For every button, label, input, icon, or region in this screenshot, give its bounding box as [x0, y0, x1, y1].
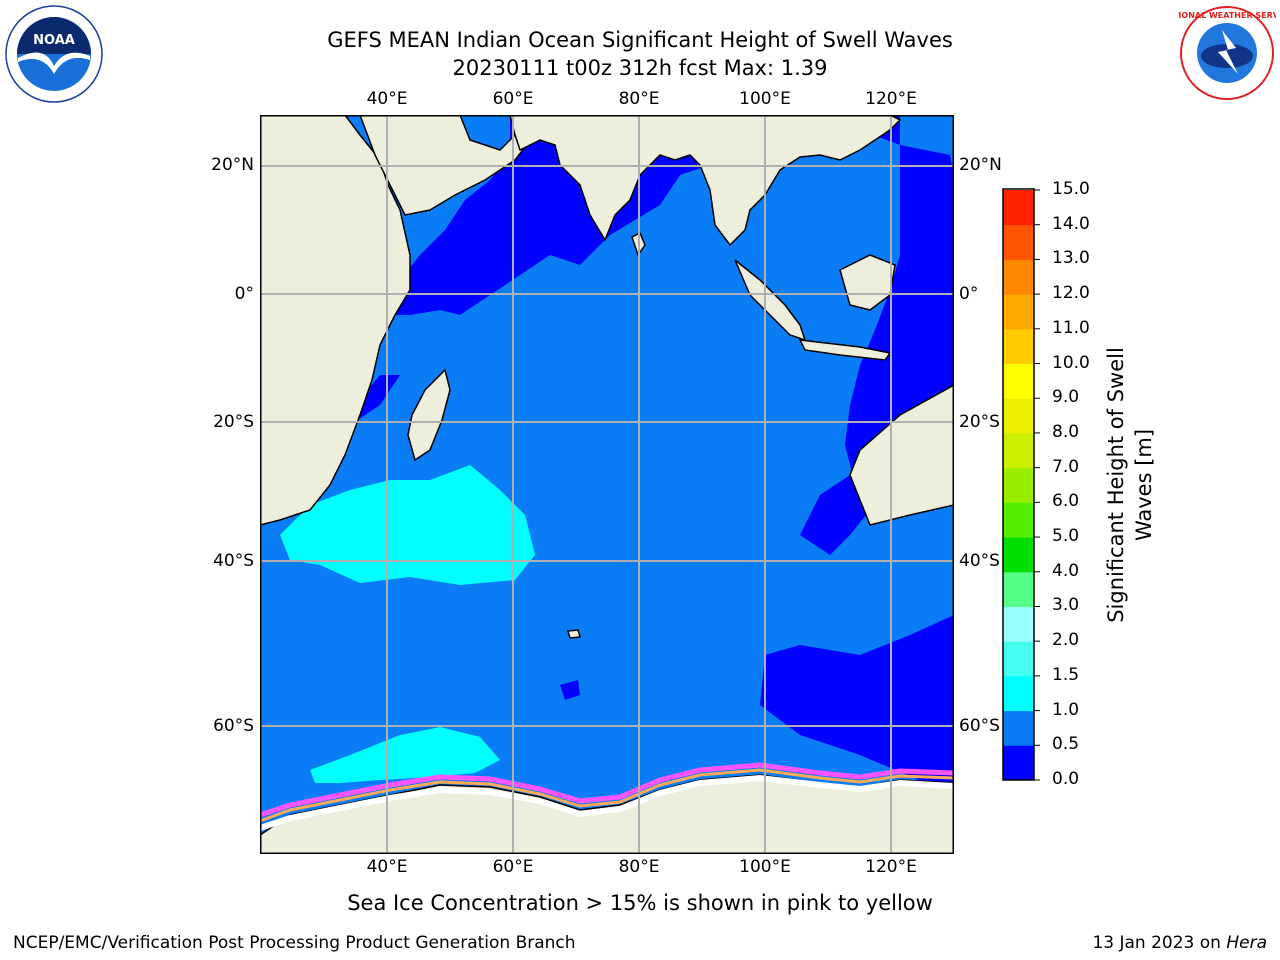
kerguelen-island	[567, 629, 581, 639]
colorbar-swatch	[1003, 259, 1034, 295]
chart-title: GEFS MEAN Indian Ocean Significant Heigh…	[327, 28, 953, 52]
colorbar-label-line1: Significant Height of Swell	[1104, 347, 1128, 623]
footer-date: 13 Jan 2023 on Hera	[1092, 933, 1267, 953]
lon-tick-bottom: 60°E	[492, 857, 534, 877]
colorbar-tick-label: 8.0	[1052, 421, 1080, 442]
lat-tick-right: 0°	[959, 284, 979, 304]
colorbar-swatch	[1003, 398, 1034, 434]
colorbar-tick-label: 3.0	[1052, 595, 1080, 616]
colorbar-swatch	[1003, 432, 1034, 469]
kerguelen-low-swell	[560, 680, 580, 700]
colorbar-tick-label: 11.0	[1052, 317, 1090, 338]
colorbar-tick-label: 12.0	[1052, 283, 1090, 304]
colorbar-swatch	[1003, 363, 1034, 399]
map-plot	[260, 115, 954, 854]
noaa-logo-text: NOAA	[33, 33, 75, 48]
colorbar-swatch	[1003, 502, 1034, 538]
nws-logo-text: NATIONAL WEATHER SERVICE	[1178, 11, 1276, 20]
colorbar-frame	[1002, 188, 1035, 781]
footer-date-text: 13 Jan 2023 on	[1092, 933, 1227, 953]
colorbar-tick-label: 2.0	[1052, 630, 1080, 651]
nws-logo: NATIONAL WEATHER SERVICE	[1178, 6, 1276, 100]
north-indian-ocean-low-swell	[370, 115, 954, 515]
colorbar-swatch	[1003, 710, 1034, 746]
southeast-low-swell	[760, 615, 954, 795]
colorbar-swatch	[1003, 675, 1034, 712]
sea-ice-pink-fringe	[260, 762, 954, 818]
colorbar-swatch	[1003, 537, 1034, 573]
footer-machine: Hera	[1226, 933, 1267, 953]
colorbar	[1002, 188, 1040, 781]
lat-tick-right: 20°S	[959, 412, 1000, 432]
colorbar-tick-label: 4.0	[1052, 560, 1080, 581]
australia-west-low-swell	[800, 475, 870, 555]
colorbar-label-line2: Waves [m]	[1132, 428, 1156, 542]
colorbar-swatch	[1003, 467, 1034, 503]
lon-tick-top: 80°E	[618, 89, 660, 109]
colorbar-tick-label: 0.5	[1052, 734, 1080, 755]
sea-ice-caption: Sea Ice Concentration > 15% is shown in …	[347, 891, 933, 915]
australia-land	[849, 384, 954, 526]
lat-tick-left: 60°S	[213, 716, 254, 736]
lon-tick-bottom: 120°E	[865, 857, 917, 877]
lon-tick-bottom: 100°E	[739, 857, 791, 877]
sea-ice-orange-fringe	[260, 768, 954, 823]
chart-subtitle: 20230111 t00z 312h fcst Max: 1.39	[452, 56, 828, 80]
colorbar-swatch	[1003, 606, 1034, 642]
lon-tick-bottom: 80°E	[618, 857, 660, 877]
lon-tick-top: 100°E	[739, 89, 791, 109]
colorbar-swatch	[1003, 328, 1034, 365]
colorbar-tick-label: 9.0	[1052, 387, 1080, 408]
colorbar-tick-label: 1.0	[1052, 699, 1080, 720]
colorbar-swatch	[1003, 224, 1034, 260]
colorbar-tick-label: 15.0	[1052, 179, 1090, 199]
lon-tick-top: 120°E	[865, 89, 917, 109]
colorbar-swatch	[1003, 745, 1034, 781]
footer-branch: NCEP/EMC/Verification Post Processing Pr…	[13, 933, 576, 953]
colorbar-swatch	[1003, 641, 1034, 677]
colorbar-swatch	[1003, 190, 1034, 226]
noaa-logo: NOAA	[5, 5, 103, 103]
lat-tick-left: 0°	[234, 284, 254, 304]
lon-tick-top: 40°E	[366, 89, 408, 109]
colorbar-tick-label: 13.0	[1052, 248, 1090, 269]
colorbar-tick-label: 5.0	[1052, 526, 1080, 547]
colorbar-swatch	[1003, 571, 1034, 607]
sea-ice-white-fringe	[260, 774, 954, 831]
colorbar-tick-label: 0.0	[1052, 769, 1080, 789]
lat-tick-left: 40°S	[213, 551, 254, 571]
lat-tick-right: 60°S	[959, 716, 1000, 736]
map-frame	[260, 115, 954, 854]
south-indian-high-swell	[280, 465, 535, 585]
lat-tick-right: 40°S	[959, 551, 1000, 571]
colorbar-tick-label: 6.0	[1052, 491, 1080, 512]
colorbar-swatch	[1003, 294, 1034, 330]
lon-tick-top: 60°E	[492, 89, 534, 109]
colorbar-tick-label: 7.0	[1052, 456, 1080, 477]
lat-tick-left: 20°S	[213, 412, 254, 432]
java-land	[798, 339, 892, 361]
lon-tick-bottom: 40°E	[366, 857, 408, 877]
gridlines	[260, 115, 954, 854]
lat-tick-right: 20°N	[959, 155, 1002, 175]
lat-tick-left: 20°N	[211, 155, 254, 175]
colorbar-label: Significant Height of Swell Waves [m]	[1102, 347, 1158, 623]
colorbar-tick-label: 10.0	[1052, 352, 1090, 373]
colorbar-tick-label: 14.0	[1052, 213, 1090, 234]
colorbar-tick-label: 1.5	[1052, 664, 1080, 685]
southern-ocean-high-swell	[310, 727, 500, 783]
